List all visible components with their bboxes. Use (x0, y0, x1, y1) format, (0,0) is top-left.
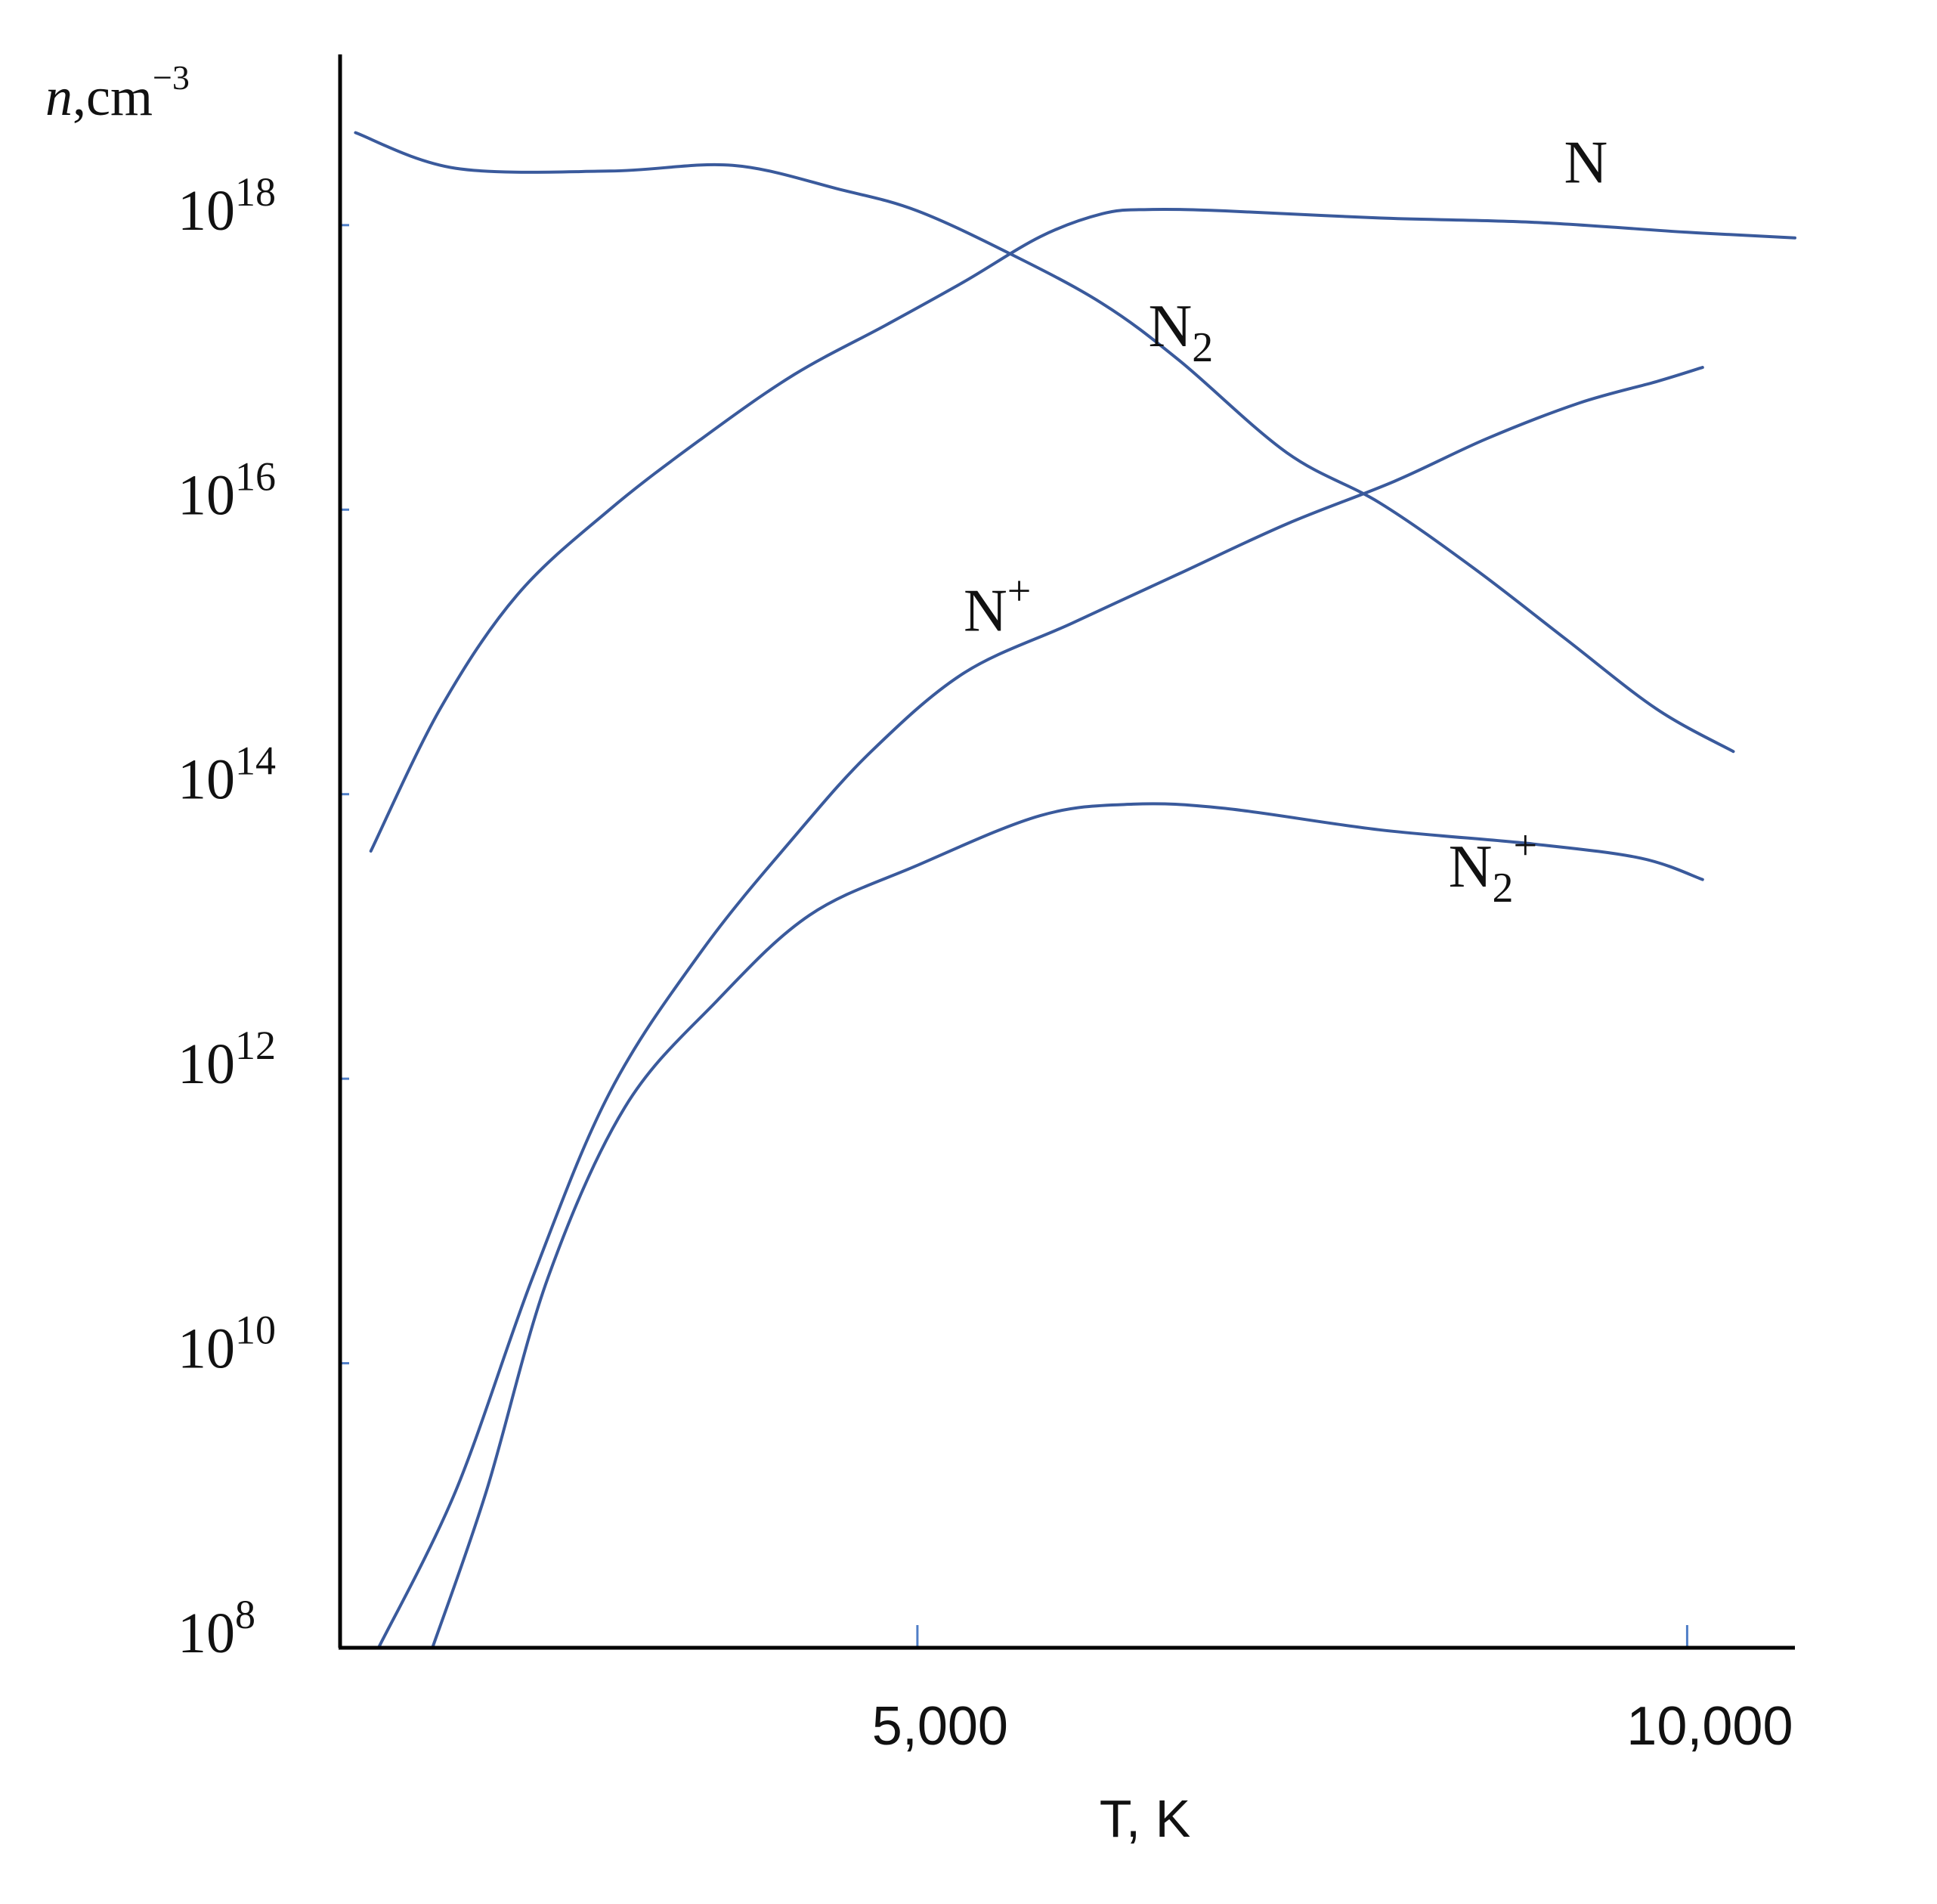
series-label-n: N (1564, 129, 1607, 196)
series-label-subscript: 2 (1492, 865, 1513, 912)
series-line-n2-plus (431, 802, 1704, 1649)
series-label-base: N (964, 577, 1007, 644)
y-tick-label-base: 10 (178, 1032, 235, 1096)
series-line-n-plus (376, 366, 1704, 1649)
series-line-n2 (354, 131, 1735, 754)
series-label-base: N (1449, 834, 1493, 900)
x-axis-label: T, K (1100, 1789, 1191, 1848)
y-tick-label-exponent: 10 (235, 1308, 276, 1353)
y-tick-label-12: 1012 (178, 1023, 276, 1096)
y-tick-label-exponent: 12 (235, 1023, 276, 1068)
y-tick-label-base: 10 (178, 1317, 235, 1381)
x-tick-label-10000: 10,000 (1626, 1696, 1793, 1757)
y-axis-label-exponent: −3 (153, 58, 190, 97)
series-line-n (369, 207, 1796, 853)
series-label-base: N (1148, 293, 1192, 360)
y-tick-label-18: 1018 (178, 169, 276, 243)
series-label-subscript: 2 (1192, 324, 1213, 371)
y-tick-label-base: 10 (178, 1602, 235, 1665)
x-tick-labels: 5,000 10,000 (872, 1696, 1793, 1757)
y-tick-label-exponent: 8 (235, 1592, 255, 1637)
series-label-n2-plus: N2+ (1449, 822, 1537, 912)
series-lines (354, 131, 1796, 1649)
y-tick-label-base: 10 (178, 463, 235, 527)
y-tick-label-16: 1016 (178, 454, 276, 527)
series-label-superscript: + (1007, 568, 1032, 615)
y-axis-label-base: n (45, 67, 73, 127)
y-tick-label-base: 10 (178, 179, 235, 243)
y-tick-label-base: 10 (178, 748, 235, 812)
x-tick-label-5000: 5,000 (872, 1696, 1008, 1757)
y-axis-label-unit: ,cm (73, 67, 153, 127)
series-label-superscript: + (1513, 822, 1537, 869)
series-label-n-plus: N+ (964, 568, 1031, 644)
y-axis-label: n,cm−3 (45, 58, 190, 127)
y-tick-label-8: 108 (178, 1592, 255, 1665)
series-label-n2: N2 (1148, 293, 1213, 371)
y-tick-label-10: 1010 (178, 1308, 276, 1381)
y-tick-label-exponent: 18 (235, 169, 276, 215)
y-tick-label-14: 1014 (178, 738, 276, 812)
y-tick-label-exponent: 14 (235, 738, 276, 784)
series-label-base: N (1564, 129, 1607, 196)
y-tick-label-exponent: 16 (235, 454, 276, 499)
